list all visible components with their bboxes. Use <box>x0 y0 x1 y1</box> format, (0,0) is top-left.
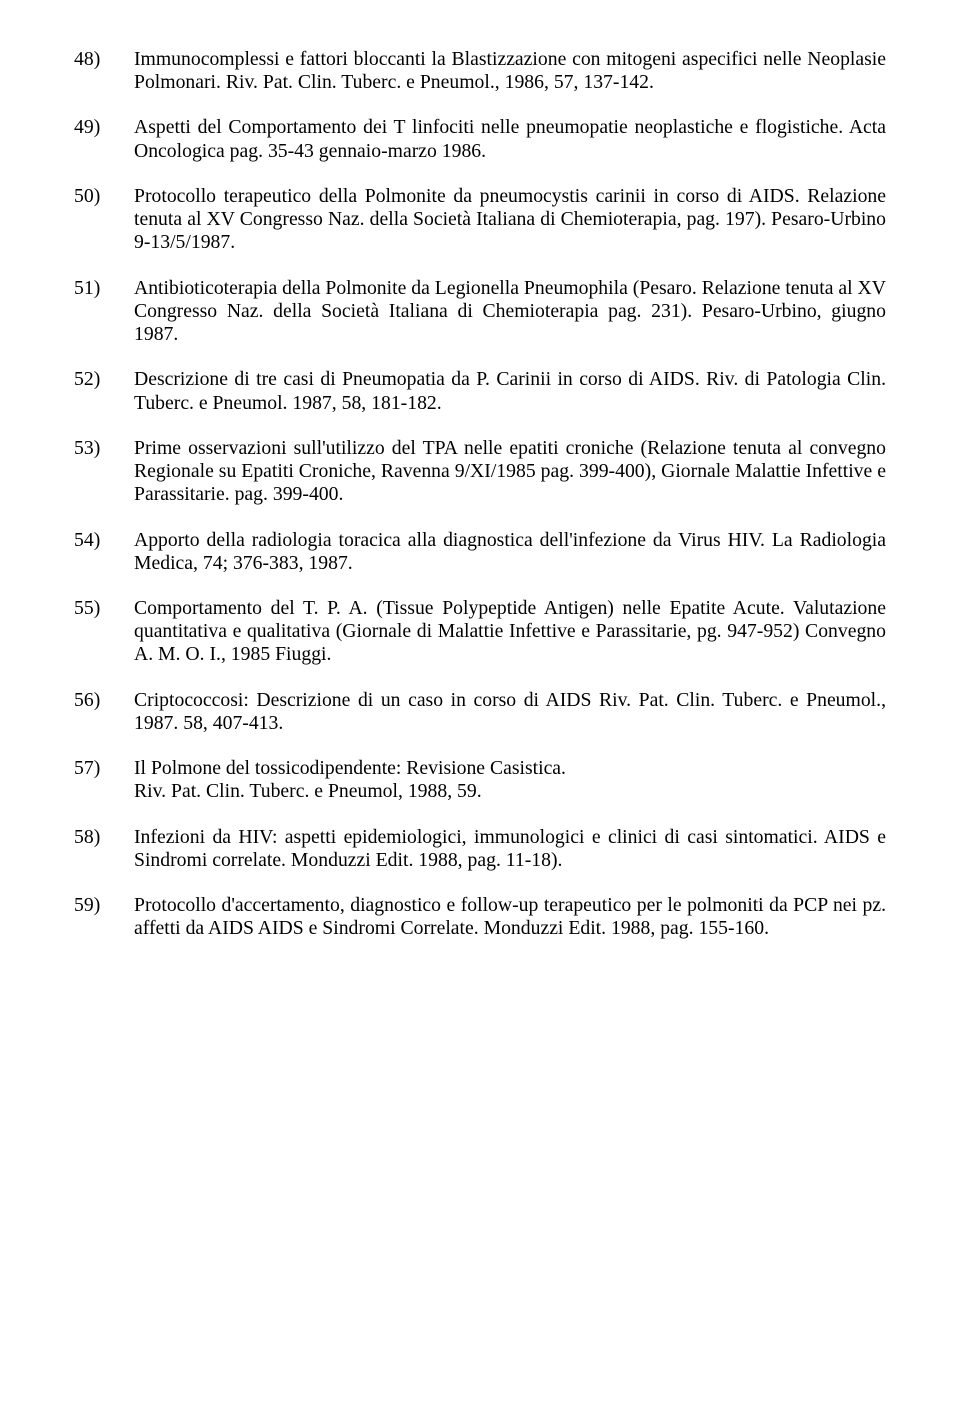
entry-text: Protocollo terapeutico della Polmonite d… <box>134 185 886 255</box>
entry-number: 55) <box>74 597 134 667</box>
bibliography-entry: 55)Comportamento del T. P. A. (Tissue Po… <box>74 597 886 667</box>
bibliography-entry: 58)Infezioni da HIV: aspetti epidemiolog… <box>74 826 886 872</box>
bibliography-entry: 51)Antibioticoterapia della Polmonite da… <box>74 277 886 347</box>
bibliography-entry: 57)Il Polmone del tossicodipendente: Rev… <box>74 757 886 803</box>
entry-text: Aspetti del Comportamento dei T linfocit… <box>134 116 886 162</box>
bibliography-list: 48)Immunocomplessi e fattori bloccanti l… <box>74 48 886 941</box>
entry-number: 58) <box>74 826 134 872</box>
bibliography-entry: 50)Protocollo terapeutico della Polmonit… <box>74 185 886 255</box>
entry-text: Comportamento del T. P. A. (Tissue Polyp… <box>134 597 886 667</box>
entry-number: 59) <box>74 894 134 940</box>
entry-text: Immunocomplessi e fattori bloccanti la B… <box>134 48 886 94</box>
entry-text: Prime osservazioni sull'utilizzo del TPA… <box>134 437 886 507</box>
entry-number: 51) <box>74 277 134 347</box>
entry-text: Criptococcosi: Descrizione di un caso in… <box>134 689 886 735</box>
entry-text: Apporto della radiologia toracica alla d… <box>134 529 886 575</box>
bibliography-entry: 59)Protocollo d'accertamento, diagnostic… <box>74 894 886 940</box>
bibliography-entry: 56)Criptococcosi: Descrizione di un caso… <box>74 689 886 735</box>
entry-number: 57) <box>74 757 134 803</box>
entry-number: 50) <box>74 185 134 255</box>
entry-text: Descrizione di tre casi di Pneumopatia d… <box>134 368 886 414</box>
bibliography-entry: 54)Apporto della radiologia toracica all… <box>74 529 886 575</box>
entry-number: 53) <box>74 437 134 507</box>
bibliography-entry: 49)Aspetti del Comportamento dei T linfo… <box>74 116 886 162</box>
entry-number: 56) <box>74 689 134 735</box>
bibliography-entry: 53)Prime osservazioni sull'utilizzo del … <box>74 437 886 507</box>
entry-text: Infezioni da HIV: aspetti epidemiologici… <box>134 826 886 872</box>
entry-text: Il Polmone del tossicodipendente: Revisi… <box>134 757 886 803</box>
bibliography-entry: 48)Immunocomplessi e fattori bloccanti l… <box>74 48 886 94</box>
entry-number: 52) <box>74 368 134 414</box>
entry-number: 48) <box>74 48 134 94</box>
bibliography-entry: 52)Descrizione di tre casi di Pneumopati… <box>74 368 886 414</box>
entry-text: Protocollo d'accertamento, diagnostico e… <box>134 894 886 940</box>
entry-number: 49) <box>74 116 134 162</box>
entry-text: Antibioticoterapia della Polmonite da Le… <box>134 277 886 347</box>
entry-number: 54) <box>74 529 134 575</box>
